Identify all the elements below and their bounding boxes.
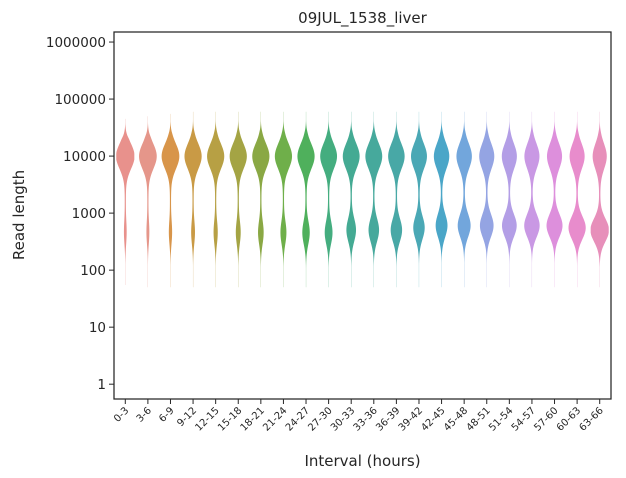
violin-12-15 xyxy=(207,111,225,288)
violin-0-3 xyxy=(116,118,135,285)
plot-frame xyxy=(113,31,612,400)
y-ticks: 1 10 100 1000 10000 100000 1000000 xyxy=(46,35,114,393)
violin-39-42 xyxy=(410,111,427,288)
violin-51-54 xyxy=(501,111,517,288)
violin-6-9 xyxy=(161,113,180,288)
violin-33-36 xyxy=(365,111,383,288)
y-tick-label: 1 xyxy=(97,377,106,393)
violin-27-30 xyxy=(320,111,338,288)
violin-30-33 xyxy=(342,111,360,288)
y-tick-label: 10 xyxy=(89,320,106,336)
violin-48-51 xyxy=(479,111,495,288)
violin-42-45 xyxy=(433,111,450,288)
x-axis-label: Interval (hours) xyxy=(304,452,420,470)
violin-57-60 xyxy=(546,111,563,288)
violin-18-21 xyxy=(252,111,270,288)
y-tick-label: 100 xyxy=(80,263,106,279)
violin-63-66 xyxy=(590,111,609,288)
violin-15-18 xyxy=(229,111,247,288)
violins-layer xyxy=(116,111,609,288)
violin-60-63 xyxy=(568,111,586,288)
y-tick-label: 10000 xyxy=(63,149,106,165)
violin-3-6 xyxy=(139,116,157,288)
y-tick-label: 100000 xyxy=(54,92,106,108)
y-tick-label: 1000000 xyxy=(46,35,106,51)
violin-45-48 xyxy=(456,111,472,288)
y-tick-label: 1000 xyxy=(72,206,106,222)
y-axis-label: Read length xyxy=(10,170,28,260)
violin-54-57 xyxy=(524,111,540,288)
violin-21-24 xyxy=(274,111,293,288)
violin-9-12 xyxy=(184,111,202,288)
violin-36-39 xyxy=(388,111,405,288)
violin-24-27 xyxy=(297,111,315,288)
chart-title: 09JUL_1538_liver xyxy=(298,9,427,28)
